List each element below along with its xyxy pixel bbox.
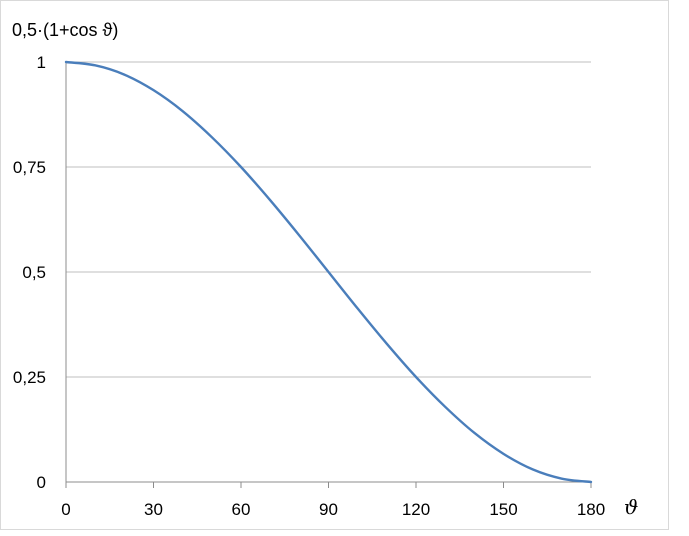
chart-border — [0, 0, 669, 530]
x-axis-title: ϑ — [624, 495, 638, 519]
series-line-0 — [64, 60, 593, 484]
x-tick-label: 60 — [232, 500, 251, 519]
x-tick-label: 120 — [402, 500, 430, 519]
y-tick-label: 0,25 — [13, 368, 46, 387]
x-tick-label: 90 — [319, 500, 338, 519]
grid-layer — [66, 61, 591, 378]
y-tick-label: 1 — [37, 53, 46, 72]
x-tick-label: 180 — [577, 500, 605, 519]
x-tick-label: 30 — [144, 500, 163, 519]
y-tick-label: 0,75 — [13, 158, 46, 177]
x-tick-label: 150 — [489, 500, 517, 519]
series-layer — [64, 60, 593, 484]
y-tick-label: 0 — [37, 473, 46, 492]
x-tick-label: 0 — [61, 500, 70, 519]
axis-layer — [65, 62, 592, 488]
label-layer: 0 0,25 0,5 0,75 1 0 30 60 90 120 150 180 — [13, 53, 605, 519]
y-axis-title: 0,5·(1+cos ϑ) — [12, 20, 118, 40]
y-tick-label: 0,5 — [22, 263, 46, 282]
